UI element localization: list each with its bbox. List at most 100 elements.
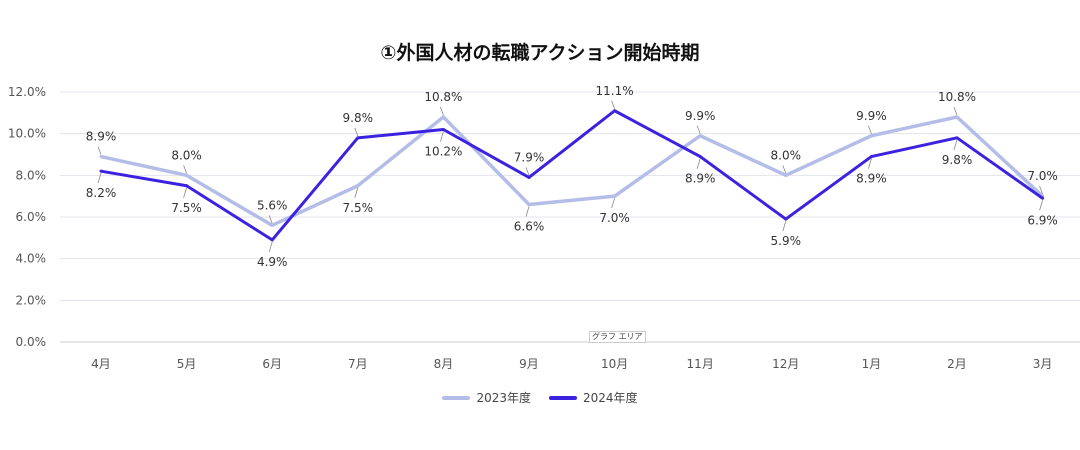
- data-point: [698, 155, 702, 159]
- data-point: [270, 223, 274, 227]
- data-label: 8.2%: [86, 186, 117, 200]
- data-label-leader: [611, 198, 615, 209]
- x-tick-label: 6月: [262, 357, 282, 371]
- data-label-leader: [525, 206, 530, 217]
- x-tick-label: 7月: [348, 357, 368, 371]
- data-point: [698, 134, 702, 138]
- data-point: [613, 109, 617, 113]
- data-label: 7.0%: [1027, 169, 1058, 183]
- legend-item-2023[interactable]: 2023年度: [442, 389, 531, 406]
- data-point: [955, 115, 959, 119]
- data-label: 9.9%: [685, 109, 716, 123]
- data-point: [270, 238, 274, 242]
- legend-item-2024[interactable]: 2024年度: [549, 389, 638, 406]
- data-label-leader: [525, 167, 530, 176]
- data-label-leader: [1039, 186, 1043, 195]
- data-label-leader: [183, 187, 187, 198]
- data-label: 10.8%: [424, 90, 462, 104]
- data-label: 7.9%: [514, 150, 545, 164]
- data-label-leader: [782, 165, 787, 174]
- data-label-leader: [97, 173, 102, 184]
- data-point: [613, 194, 617, 198]
- data-label: 8.0%: [771, 148, 802, 162]
- y-tick-label: 0.0%: [16, 335, 47, 349]
- data-label-leader: [268, 215, 273, 224]
- x-tick-label: 2月: [947, 357, 967, 371]
- legend-label-2023: 2023年度: [476, 391, 531, 405]
- data-label: 6.6%: [514, 220, 545, 234]
- data-point: [441, 128, 445, 131]
- series-line-2024: [100, 109, 1044, 242]
- data-label-leader: [440, 106, 444, 116]
- data-point: [1041, 196, 1045, 200]
- data-label: 8.0%: [171, 148, 202, 162]
- data-label-leader: [97, 146, 102, 155]
- data-point: [99, 169, 103, 173]
- data-label: 5.6%: [257, 198, 288, 212]
- y-tick-label: 10.0%: [8, 127, 46, 141]
- data-label: 7.0%: [599, 211, 630, 225]
- data-label: 9.9%: [856, 109, 887, 123]
- x-tick-label: 1月: [862, 357, 882, 371]
- data-label-leader: [868, 125, 872, 134]
- data-point: [185, 173, 189, 177]
- data-label-leader: [953, 139, 958, 150]
- data-label-leader: [611, 100, 615, 109]
- x-tick-label: 9月: [519, 357, 539, 371]
- data-label: 10.2%: [424, 145, 462, 159]
- data-label-leader: [1039, 200, 1043, 211]
- data-point: [527, 203, 531, 206]
- series-line-2023: [100, 115, 1044, 228]
- x-tick-label: 10月: [601, 357, 628, 371]
- chart-area-tooltip: グラフ エリア: [589, 331, 646, 343]
- y-tick-label: 6.0%: [16, 210, 47, 224]
- data-label: 8.9%: [685, 172, 716, 186]
- data-label-leader: [354, 187, 359, 198]
- x-tick-label: 4月: [91, 357, 111, 371]
- data-point: [869, 134, 873, 138]
- data-label-leader: [354, 127, 359, 136]
- data-label: 11.1%: [596, 84, 634, 98]
- x-tick-label: 11月: [687, 357, 714, 371]
- data-point: [527, 175, 531, 179]
- data-label: 7.5%: [343, 201, 374, 215]
- y-tick-label: 4.0%: [16, 252, 47, 266]
- data-label: 6.9%: [1027, 213, 1058, 227]
- x-tick-label: 5月: [177, 357, 197, 371]
- data-label-leader: [268, 241, 273, 253]
- data-point: [356, 184, 360, 188]
- y-tick-label: 2.0%: [16, 293, 47, 307]
- x-tick-label: 8月: [434, 357, 454, 371]
- x-tick-label: 3月: [1033, 357, 1053, 371]
- data-label: 9.8%: [343, 111, 374, 125]
- data-label: 8.9%: [856, 172, 887, 186]
- data-label-leader: [696, 158, 701, 169]
- data-label: 9.8%: [942, 153, 973, 167]
- data-point: [99, 155, 103, 159]
- y-tick-label: 8.0%: [16, 168, 47, 182]
- legend-label-2024: 2024年度: [583, 391, 638, 405]
- data-label: 8.9%: [86, 130, 117, 144]
- x-tick-label: 12月: [772, 357, 799, 371]
- data-label: 7.5%: [171, 201, 202, 215]
- legend-swatch-2024: [549, 395, 577, 400]
- data-label-leader: [696, 125, 701, 134]
- data-label-leader: [868, 158, 872, 169]
- data-point: [356, 136, 360, 140]
- legend-swatch-2023: [442, 395, 471, 400]
- data-label: 5.9%: [771, 234, 802, 248]
- data-point: [441, 115, 445, 119]
- data-point: [185, 184, 189, 188]
- data-label: 4.9%: [257, 255, 288, 269]
- y-tick-label: 12.0%: [8, 85, 46, 99]
- data-point: [869, 155, 873, 159]
- data-point: [784, 217, 788, 221]
- data-point: [784, 173, 788, 177]
- data-point: [955, 136, 959, 140]
- data-label-leader: [440, 131, 444, 142]
- legend: 2023年度 2024年度: [0, 389, 1080, 406]
- chart-title: ①外国人材の転職アクション開始時期: [380, 42, 700, 64]
- data-label: 10.8%: [938, 90, 976, 104]
